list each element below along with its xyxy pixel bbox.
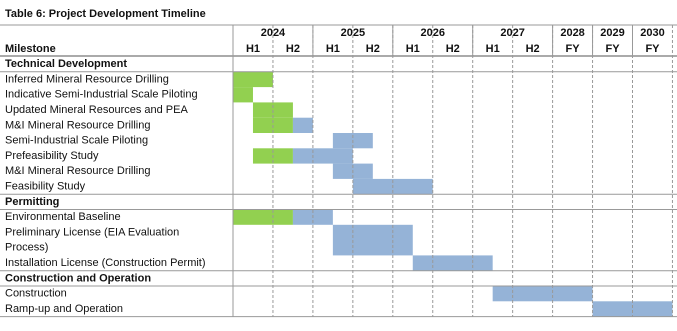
timeline-bar	[233, 71, 273, 88]
milestone-label: Installation License (Construction Permi…	[5, 257, 206, 269]
section-title: Construction and Operation	[5, 272, 151, 284]
period-label: H1	[486, 43, 500, 55]
period-label: H1	[246, 43, 260, 55]
year-label: 2030	[640, 27, 664, 39]
milestone-label: M&I Mineral Resource Drilling	[5, 119, 151, 131]
timeline-bar	[492, 286, 593, 302]
timeline-bar	[592, 301, 673, 317]
milestone-label: Preliminary License (EIA Evaluation	[5, 226, 179, 238]
section-title: Permitting	[5, 196, 59, 208]
milestone-label: Updated Mineral Resources and PEA	[5, 104, 188, 116]
period-label: H2	[366, 43, 380, 55]
milestone-label: M&I Mineral Resource Drilling	[5, 165, 151, 177]
year-label: 2028	[560, 27, 584, 39]
period-label: H1	[406, 43, 420, 55]
period-label: FY	[566, 43, 581, 55]
milestone-label: Feasibility Study	[5, 180, 86, 192]
milestone-label: Construction	[5, 288, 67, 300]
timeline-bar	[412, 255, 493, 271]
milestone-label: Process)	[5, 242, 48, 254]
milestone-label: Indicative Semi-Industrial Scale Pilotin…	[5, 89, 198, 101]
period-label: H2	[526, 43, 540, 55]
milestone-label: Ramp-up and Operation	[5, 303, 123, 315]
period-label: FY	[645, 43, 660, 55]
period-label: H1	[326, 43, 340, 55]
year-label: 2029	[600, 27, 624, 39]
timeline-bar	[233, 209, 293, 225]
header-label: Milestone	[5, 43, 56, 55]
timeline-bar	[292, 117, 313, 133]
milestone-label: Environmental Baseline	[5, 211, 121, 223]
milestone-label: Inferred Mineral Resource Drilling	[5, 73, 169, 85]
timeline-bar	[233, 87, 253, 103]
timeline-bar	[292, 148, 353, 164]
period-label: H2	[286, 43, 300, 55]
period-label: H2	[446, 43, 460, 55]
section-title: Technical Development	[5, 58, 127, 70]
period-label: FY	[605, 43, 620, 55]
milestone-label: Prefeasibility Study	[5, 150, 99, 162]
milestone-label: Semi-Industrial Scale Piloting	[5, 135, 148, 147]
timeline-bar	[332, 224, 413, 256]
table-title: Table 6: Project Development Timeline	[5, 8, 206, 20]
